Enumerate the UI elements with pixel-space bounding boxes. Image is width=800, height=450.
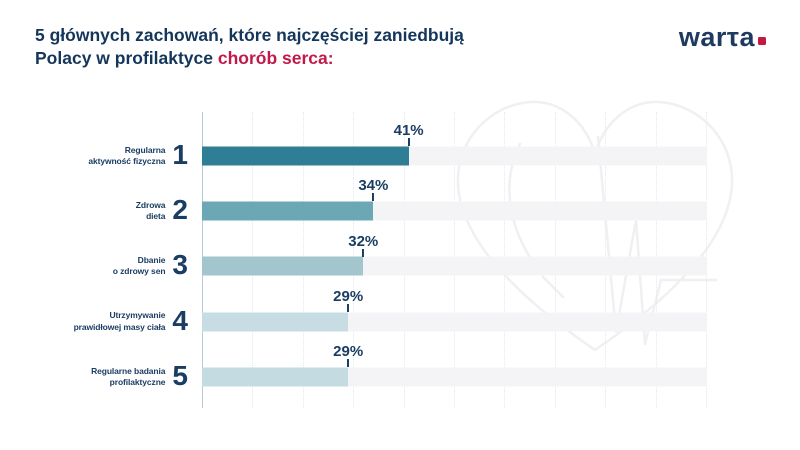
value-tick [372, 193, 375, 202]
row-label-group: Zdrowa dieta 2 [0, 193, 202, 225]
row-track-area: 41% [202, 123, 706, 183]
row-track-area: 29% [202, 289, 706, 349]
warta-logo: warτa [679, 22, 766, 53]
value-tick [407, 138, 410, 147]
row-track-area: 34% [202, 178, 706, 238]
value-label: 29% [333, 288, 364, 306]
bar-fill [202, 146, 409, 166]
value-group: 34% [358, 177, 389, 202]
title-line-1: 5 głównych zachowań, które najczęściej z… [35, 25, 464, 45]
chart-row: Regularna aktywność fizyczna 1 41% [0, 123, 800, 183]
gridline [706, 112, 707, 408]
chart-row: Zdrowa dieta 2 34% [0, 178, 800, 238]
value-tick [362, 248, 365, 257]
row-label-group: Regularne badania profilaktyczne 5 [0, 359, 202, 391]
value-tick [347, 304, 350, 313]
rank-number: 4 [172, 304, 188, 336]
rank-number: 1 [172, 138, 188, 170]
value-label: 32% [348, 232, 379, 250]
row-label-group: Dbanie o zdrowy sen 3 [0, 249, 202, 281]
value-label: 34% [358, 177, 389, 195]
value-label: 41% [393, 122, 424, 140]
bar-fill [202, 256, 364, 276]
title-line-2: Polacy w profilaktyce chorób serca: [35, 47, 464, 70]
bar-chart: Regularna aktywność fizyczna 1 41% Zdrowa… [0, 112, 800, 408]
value-label: 29% [333, 343, 364, 361]
bar-fill [202, 367, 349, 387]
page-title: 5 głównych zachowań, które najczęściej z… [35, 24, 464, 70]
warta-logo-dot-icon [758, 37, 766, 45]
title-line-2-highlight: chorób serca: [217, 48, 334, 68]
warta-logo-text: warτa [678, 22, 755, 52]
category-label: Zdrowa dieta [135, 199, 166, 221]
category-label: Utrzymywanie prawidłowej masy ciała [73, 310, 166, 332]
category-label: Regularna aktywność fizyczna [88, 144, 166, 166]
row-track-area: 29% [202, 344, 706, 404]
chart-row: Utrzymywanie prawidłowej masy ciała 4 29% [0, 289, 800, 349]
chart-row: Regularne badania profilaktyczne 5 29% [0, 344, 800, 404]
row-track-area: 32% [202, 234, 706, 294]
row-label-group: Utrzymywanie prawidłowej masy ciała 4 [0, 304, 202, 336]
bar-fill [202, 312, 349, 332]
rank-number: 2 [172, 193, 188, 225]
value-group: 41% [393, 122, 424, 147]
rank-number: 3 [172, 249, 188, 281]
value-group: 32% [348, 234, 378, 257]
title-line-2-prefix: Polacy w profilaktyce [35, 48, 218, 68]
row-label-group: Regularna aktywność fizyczna 1 [0, 138, 202, 170]
value-tick [347, 359, 350, 368]
value-group: 29% [333, 343, 364, 368]
value-group: 29% [333, 288, 364, 313]
category-label: Regularne badania profilaktyczne [91, 365, 166, 387]
bar-fill [202, 201, 374, 221]
chart-row: Dbanie o zdrowy sen 3 32% [0, 234, 800, 294]
category-label: Dbanie o zdrowy sen [112, 255, 166, 277]
rank-number: 5 [172, 359, 188, 391]
